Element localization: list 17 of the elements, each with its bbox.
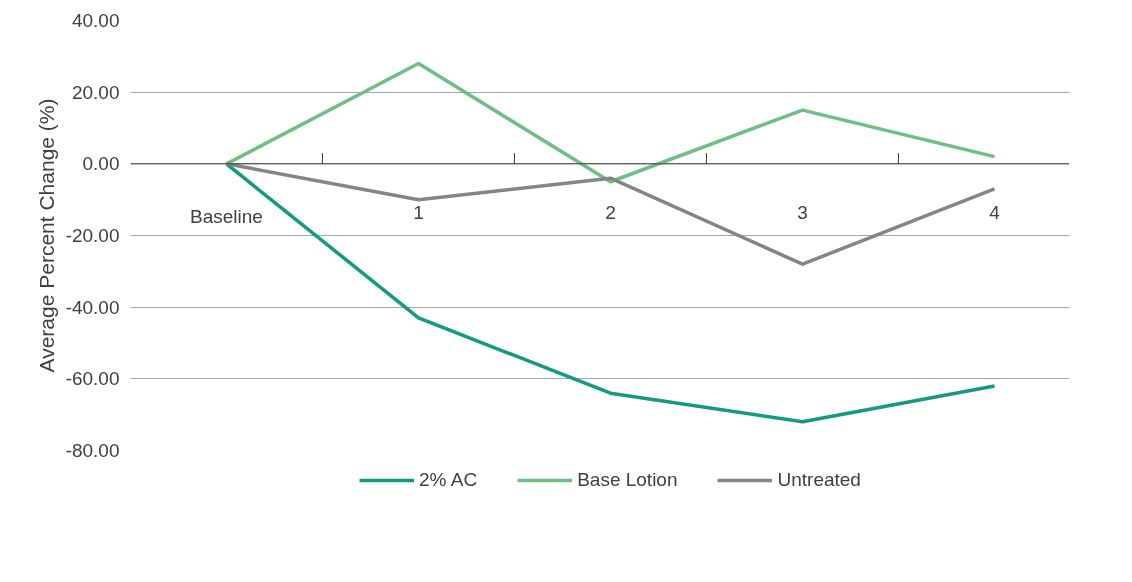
x-tick-label: 4 [989, 201, 1001, 223]
legend-label: 2% AC [419, 469, 478, 491]
x-tick-label: 3 [797, 201, 808, 223]
y-tick-label: -40.00 [65, 296, 120, 318]
y-axis-title: Average Percent Change (%) [34, 98, 58, 373]
y-tick-label: -80.00 [65, 440, 120, 461]
legend-label: Base Lotion [577, 469, 678, 491]
legend-label: Untreated [777, 469, 861, 491]
y-tick-label: 40.00 [71, 10, 120, 31]
x-tick-label: 2 [605, 201, 616, 223]
x-tick-label: Baseline [190, 205, 263, 227]
y-tick-label: 0.00 [82, 153, 120, 175]
y-tick-label: -20.00 [65, 225, 120, 246]
line-series [224, 61, 997, 184]
y-tick-label: 20.00 [71, 81, 120, 103]
x-tick-label: 1 [413, 201, 424, 223]
y-tick-label: -60.00 [65, 368, 120, 390]
